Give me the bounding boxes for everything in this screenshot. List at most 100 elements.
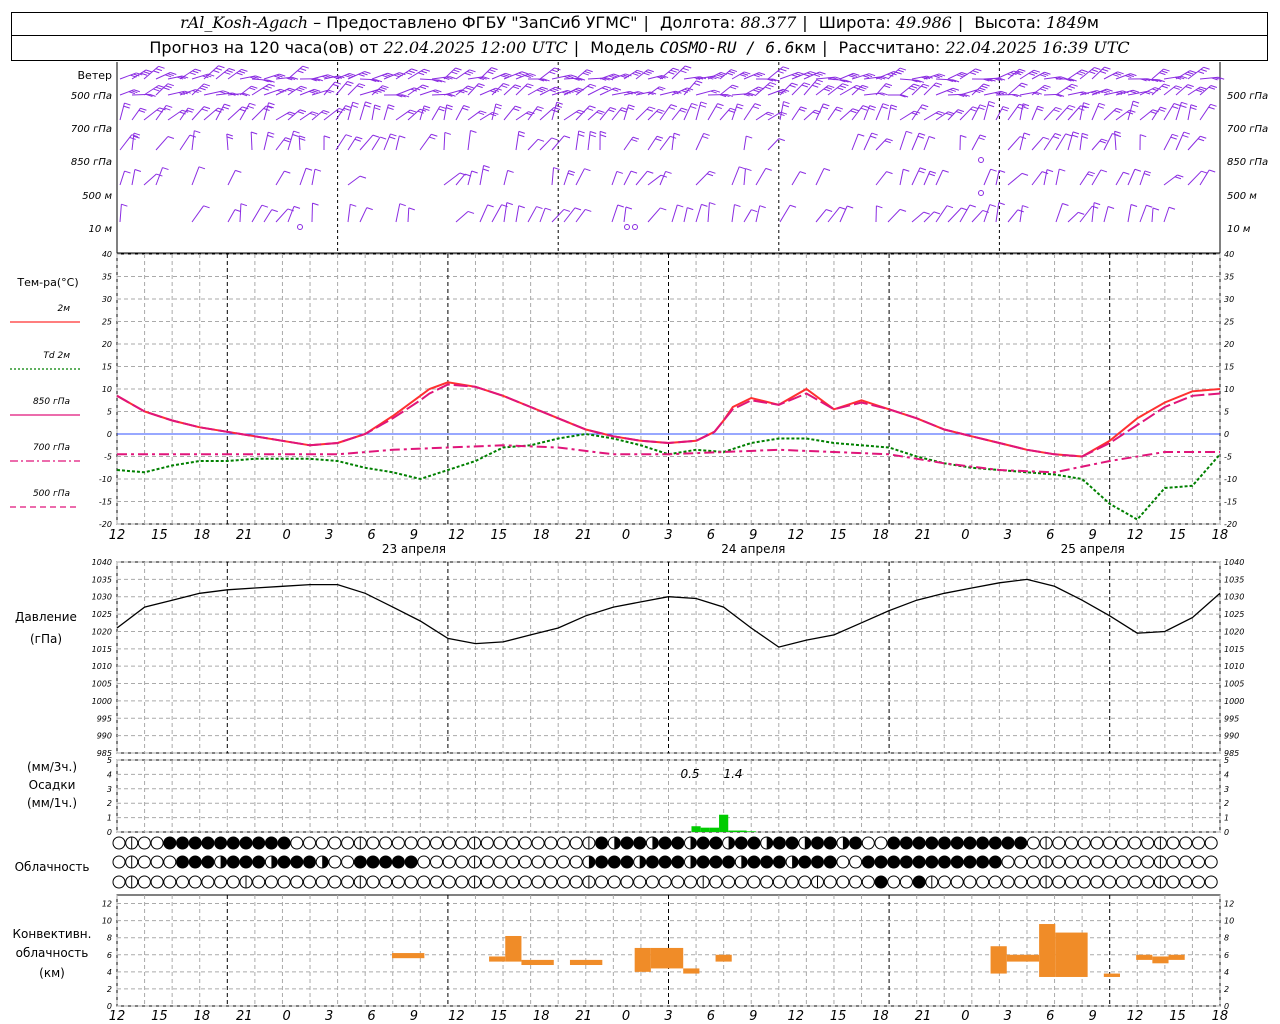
cloud-circle: [772, 875, 786, 889]
wind-barb-feather: [505, 72, 512, 76]
wind-barb-feather: [399, 94, 406, 98]
wind-barb: [275, 170, 285, 186]
wind-barb-feather: [979, 87, 986, 91]
wind-barb-feather: [862, 105, 870, 109]
cloud-overcast: [405, 856, 418, 868]
wind-barb-feather: [265, 79, 272, 83]
wind-barb-feather: [882, 76, 889, 80]
cloud-symbol: [1065, 855, 1078, 869]
wind-barb-feather: [1071, 83, 1078, 87]
wind-barb-feather: [345, 134, 352, 138]
hour-tick-label-bottom: 9: [749, 1009, 757, 1024]
wind-barb-feather: [219, 91, 226, 95]
cloud-symbol: [391, 855, 405, 869]
cloud-circle: [226, 875, 240, 889]
wind-barb-feather: [134, 168, 142, 172]
cloud-circle: [1115, 875, 1129, 889]
cloud-symbol: [353, 836, 367, 850]
alt-value: 1849: [1046, 13, 1087, 32]
wind-barb-feather: [789, 84, 796, 88]
wind-barb-feather: [1011, 94, 1019, 98]
wind-barb-feather: [243, 92, 251, 96]
wind-barb-feather: [764, 86, 772, 90]
cloud-symbol: [430, 836, 443, 850]
header-line-1: rAl_Kosh-Agach – Предоставлено ФГБУ "Зап…: [11, 12, 1268, 36]
wind-barb-feather: [453, 69, 460, 73]
cloud-circle: [976, 875, 990, 889]
cloud-circle: [290, 836, 304, 850]
wind-barb-feather: [933, 211, 941, 215]
wind-barb-feather: [347, 80, 354, 84]
cloud-overcast: [760, 856, 773, 868]
wind-barb-feather: [338, 107, 346, 111]
cloud-symbol: [557, 836, 570, 850]
wind-barb-feather: [167, 136, 175, 140]
wind-barb-feather: [1181, 101, 1188, 105]
wind-barb: [1019, 205, 1023, 223]
cloud-circle: [1001, 855, 1015, 869]
wind-barb-feather: [535, 108, 543, 112]
conv-bar: [505, 935, 522, 962]
conv-bar: [715, 954, 732, 962]
wind-barb-feather: [388, 104, 395, 108]
wind-barb-feather: [495, 87, 502, 91]
cloud-overcast: [811, 856, 824, 868]
wind-barb-feather: [988, 100, 996, 104]
wind-barb-feather: [1170, 136, 1177, 140]
wind-barb: [539, 208, 546, 223]
hour-tick-label-bottom: 12: [109, 1009, 126, 1024]
pressure-tick-left: 1015: [92, 645, 112, 654]
wind-barb-feather: [518, 134, 525, 138]
wind-barb-feather: [267, 105, 274, 109]
cloud-symbol: [150, 875, 164, 889]
cloud-symbol: [328, 836, 342, 850]
cloud-circle: [544, 836, 558, 850]
cloud-half: [690, 837, 697, 849]
cloud-circle: [366, 836, 380, 850]
wind-barb-feather: [309, 112, 317, 116]
pressure-tick-right: 1035: [1224, 575, 1244, 584]
wind-barb-feather: [1022, 106, 1029, 110]
hour-tick-label: 9: [749, 528, 757, 543]
pressure-tick-left: 1025: [92, 610, 112, 619]
wind-barb-feather: [1119, 91, 1126, 95]
wind-barb: [587, 131, 591, 151]
precip-tick-left: 2: [107, 799, 112, 808]
wind-barb-feather: [467, 210, 475, 214]
wind-barb-feather: [1200, 68, 1207, 72]
cloud-overcast: [748, 856, 760, 868]
cloud-symbol: [404, 836, 418, 850]
wind-barb: [419, 133, 432, 151]
wind-barb-feather: [777, 70, 784, 74]
precip-unit-1h: (мм/1ч.): [27, 796, 77, 810]
wind-barb-feather: [769, 78, 777, 82]
wind-barb-feather: [850, 73, 858, 77]
cloud-symbol: [671, 836, 685, 850]
wind-barb-feather: [1054, 133, 1062, 137]
wind-barb: [959, 204, 971, 223]
wind-barb-feather: [717, 103, 724, 107]
cloud-circle: [836, 875, 850, 889]
cloud-overcast: [697, 837, 710, 849]
cloud-symbol: [760, 875, 774, 889]
cloud-symbol: [1166, 855, 1180, 869]
wind-barb: [383, 133, 391, 151]
hour-tick-label: 9: [1089, 528, 1097, 543]
cloud-symbol: [595, 875, 609, 889]
cloud-symbol: [290, 855, 304, 869]
cloud-symbol: [1039, 875, 1053, 889]
pressure-tick-left: 1005: [92, 680, 112, 689]
wind-barb: [131, 169, 136, 186]
cloud-circle: [1026, 855, 1040, 869]
wind-barb-feather: [819, 71, 826, 75]
wind-barb-feather: [970, 108, 977, 112]
pressure-tick-left: 1000: [92, 697, 112, 706]
wind-barb-feather: [1144, 170, 1152, 174]
cloud-symbol: [137, 875, 151, 889]
wind-barb-feather: [728, 109, 735, 113]
cloud-symbol: [925, 855, 939, 869]
cloud-overcast: [951, 856, 964, 868]
wind-barb: [683, 207, 688, 223]
hour-tick-label-bottom: 21: [575, 1009, 592, 1024]
cloud-circle: [188, 875, 202, 889]
